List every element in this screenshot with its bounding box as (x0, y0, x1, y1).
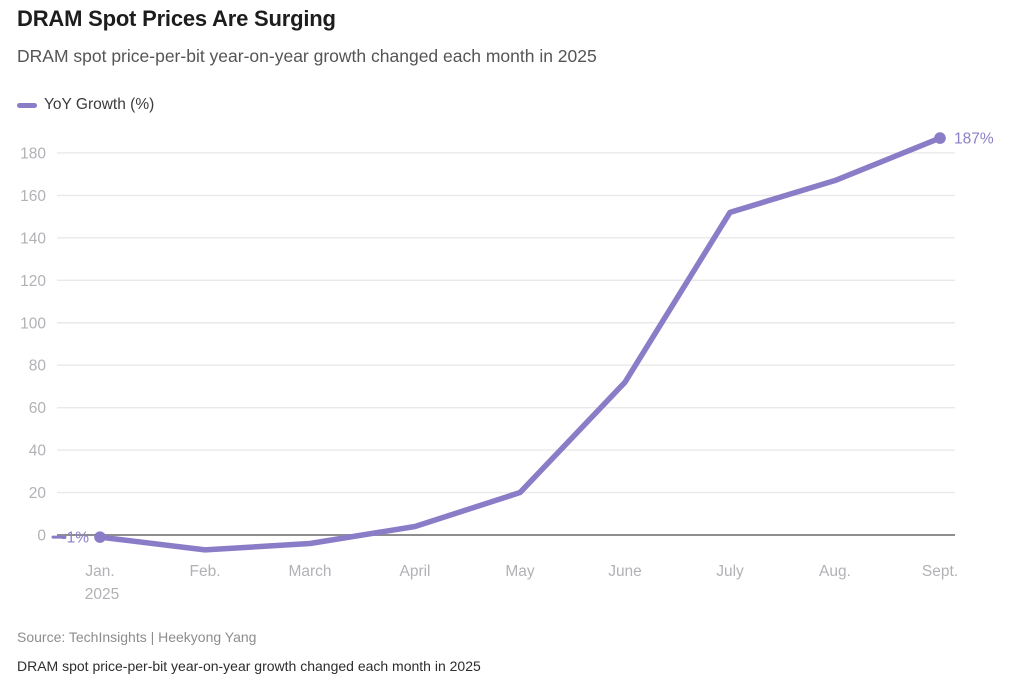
x-tick-label: May (505, 563, 535, 580)
data-point-dot (934, 132, 946, 144)
data-point-label: -1% (61, 530, 89, 547)
y-tick-label: 20 (29, 485, 47, 502)
yoy-growth-line (97, 135, 943, 553)
line-chart: 0 20 40 60 80 100 120 140 160 180 Jan. Feb. March Apr… (0, 130, 1024, 615)
x-tick-label: April (399, 563, 430, 580)
y-tick-label: 0 (37, 528, 46, 545)
data-point-dot (94, 531, 106, 543)
x-axis-year-label: 2025 (85, 586, 119, 603)
x-tick-label: March (288, 563, 331, 580)
y-tick-label: 100 (20, 315, 46, 332)
x-tick-label: Jan. (85, 563, 114, 580)
chart-subtitle: DRAM spot price-per-bit year-on-year gro… (17, 46, 597, 66)
y-tick-label: 140 (20, 230, 46, 247)
x-tick-label: Feb. (189, 563, 220, 580)
y-tick-label: 60 (29, 400, 47, 417)
caption-text: DRAM spot price-per-bit year-on-year gro… (17, 658, 481, 674)
y-tick-label: 160 (20, 188, 46, 205)
y-tick-label: 120 (20, 273, 46, 290)
x-tick-label: July (716, 563, 744, 580)
x-tick-label: Sept. (922, 563, 958, 580)
x-tick-label: June (608, 563, 642, 580)
page-title: DRAM Spot Prices Are Surging (17, 6, 336, 31)
legend-label: YoY Growth (%) (44, 96, 155, 113)
line-chart-canvas: 0 20 40 60 80 100 120 140 160 180 Jan. Feb. March Apr… (20, 131, 994, 603)
y-tick-label: 40 (29, 443, 47, 460)
y-tick-label: 180 (20, 145, 46, 162)
x-tick-label: Aug. (819, 563, 851, 580)
legend: YoY Growth (%) (17, 96, 154, 114)
y-tick-label: 80 (29, 358, 47, 375)
legend-line-swatch (17, 102, 37, 108)
source-text: Source: TechInsights | Heekyong Yang (17, 629, 257, 645)
data-point-label: 187% (954, 131, 994, 148)
